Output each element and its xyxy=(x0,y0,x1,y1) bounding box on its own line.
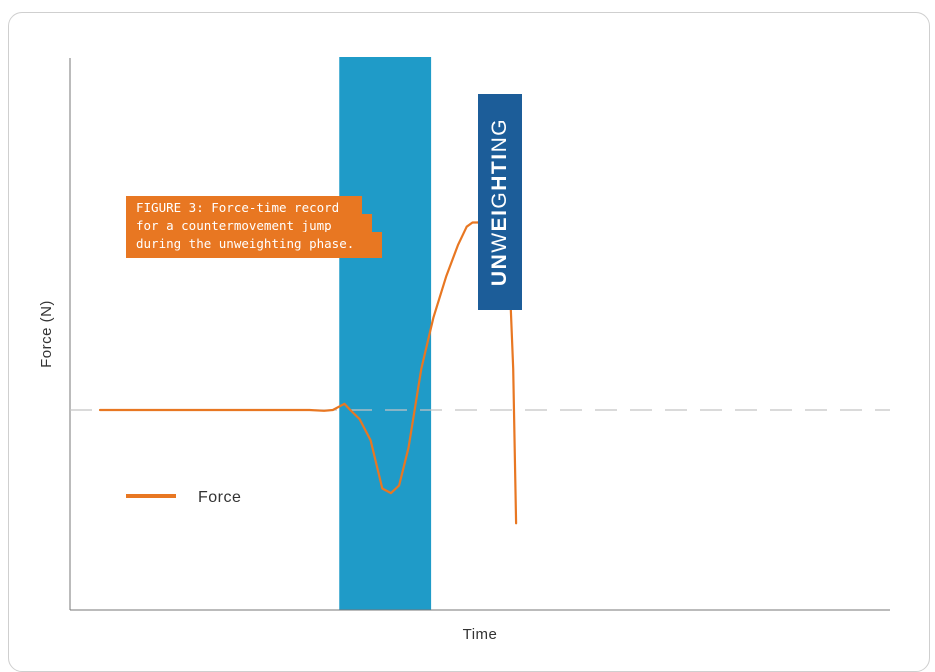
caption-line-1: FIGURE 3: Force-time record xyxy=(126,196,362,218)
caption-line-2: for a countermovement jump xyxy=(126,214,372,236)
unweighting-phase-label: UNWEIGHTING xyxy=(478,94,522,310)
phase-label-part: G xyxy=(488,190,511,209)
legend-force-label: Force xyxy=(198,489,241,506)
y-axis-label: Force (N) xyxy=(38,300,55,368)
legend: Force xyxy=(126,489,241,506)
force-time-chart: Time Force (N) Force xyxy=(38,57,890,643)
caption-line-3: during the unweighting phase. xyxy=(126,232,382,258)
figure-caption: FIGURE 3: Force-time record for a counte… xyxy=(126,196,382,260)
unweighting-band xyxy=(339,57,432,610)
phase-label-part: NG xyxy=(488,117,511,153)
phase-label-part: UN xyxy=(488,252,511,287)
phase-label-part: W xyxy=(488,231,511,253)
unweighting-phase-text: UNWEIGHTING xyxy=(488,118,512,286)
phase-label-part: EI xyxy=(488,208,511,232)
x-axis-label: Time xyxy=(463,626,498,643)
phase-label-part: HTI xyxy=(488,152,511,191)
